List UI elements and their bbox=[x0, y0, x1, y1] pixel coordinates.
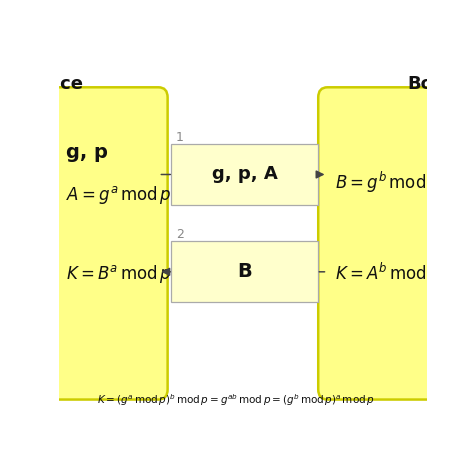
Text: Alice: Alice bbox=[35, 74, 84, 92]
FancyBboxPatch shape bbox=[171, 144, 318, 205]
Text: $K = (g^a\,\mathrm{mod}\,p)^b\,\mathrm{mod}\,p = g^{ab}\,\mathrm{mod}\,p = (g^b\: $K = (g^a\,\mathrm{mod}\,p)^b\,\mathrm{m… bbox=[97, 392, 374, 408]
Text: B: B bbox=[237, 262, 252, 281]
Text: $K = B^a\,\mathrm{mod}\,p$: $K = B^a\,\mathrm{mod}\,p$ bbox=[66, 263, 172, 285]
FancyBboxPatch shape bbox=[318, 87, 474, 400]
Text: $K = A^b\,\mathrm{mod}\,p$: $K = A^b\,\mathrm{mod}\,p$ bbox=[335, 261, 441, 286]
Text: g, p, A: g, p, A bbox=[212, 165, 278, 183]
Text: 2: 2 bbox=[176, 228, 184, 241]
FancyBboxPatch shape bbox=[0, 87, 168, 400]
Text: $A = g^a\,\mathrm{mod}\,p$: $A = g^a\,\mathrm{mod}\,p$ bbox=[66, 184, 172, 206]
Text: $B = g^b\,\mathrm{mod}\,p$: $B = g^b\,\mathrm{mod}\,p$ bbox=[335, 170, 440, 195]
Text: Bob: Bob bbox=[407, 74, 446, 92]
FancyBboxPatch shape bbox=[171, 241, 318, 302]
Text: 1: 1 bbox=[176, 131, 184, 144]
Text: g, p: g, p bbox=[66, 143, 108, 162]
